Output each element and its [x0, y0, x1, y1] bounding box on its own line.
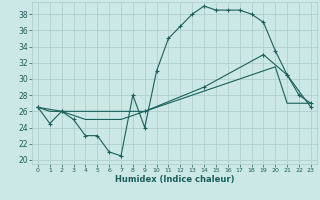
X-axis label: Humidex (Indice chaleur): Humidex (Indice chaleur) [115, 175, 234, 184]
